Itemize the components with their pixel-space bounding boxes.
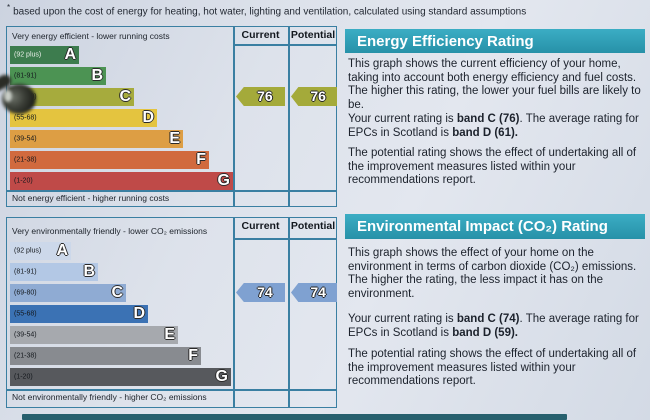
keyring-highlight: [4, 90, 12, 102]
band-g-bar: (1-20) G: [10, 368, 231, 386]
header-underline: [233, 44, 336, 46]
band-e-range: (39-54): [14, 135, 37, 143]
band-a-bar: (92 plus) A: [10, 46, 79, 64]
band-e-bar: (39-54) E: [10, 130, 183, 148]
band-b-bar: (81-91) B: [10, 67, 106, 85]
band-c-bar: (69-80) C: [10, 284, 126, 302]
chart-top-label: Very energy efficient - lower running co…: [12, 31, 170, 41]
column-divider: [288, 218, 290, 407]
band-b-range: (81-91): [14, 268, 37, 276]
band-e-letter: E: [164, 326, 175, 343]
footnote-text: based upon the cost of energy for heatin…: [13, 6, 527, 18]
band-f-bar: (21-38) F: [10, 347, 201, 365]
energy-panel-paragraph-1: This graph shows the current efficiency …: [348, 58, 641, 111]
band-d-letter: D: [133, 305, 145, 322]
potential-rating-arrow: 74: [291, 283, 337, 302]
potential-rating-arrow: 76: [291, 87, 337, 106]
band-g-range: (1-20): [14, 373, 33, 381]
band-a-letter: A: [64, 46, 76, 63]
energy-efficiency-chart: Current Potential Very energy efficient …: [6, 26, 337, 207]
chart-top-label: Very environmentally friendly - lower CO…: [12, 226, 208, 236]
band-d-bar: (55-68) D: [10, 305, 148, 323]
potential-rating-value: 74: [310, 284, 326, 300]
current-rating-arrow: 74: [236, 283, 285, 302]
environmental-impact-chart: Current Potential Very environmentally f…: [6, 217, 337, 408]
band-a-letter: A: [56, 242, 68, 259]
chart-bottom-label: Not environmentally friendly - higher CO…: [12, 392, 207, 402]
current-column-header: Current: [241, 220, 280, 232]
potential-column-header: Potential: [290, 29, 336, 41]
current-band-text: band C (74): [456, 313, 520, 325]
current-band-text: band C (76): [456, 113, 520, 125]
header-underline: [233, 238, 336, 240]
band-f-bar: (21-38) F: [10, 151, 209, 169]
band-f-range: (21-38): [14, 156, 37, 164]
band-d-letter: D: [142, 109, 154, 126]
co2-panel-paragraph-1: This graph shows the effect of your home…: [348, 247, 637, 300]
potential-rating-value: 76: [310, 88, 326, 104]
next-section-edge: [22, 414, 567, 420]
average-band-text: band D (61).: [452, 126, 518, 139]
current-rating-value: 76: [257, 88, 273, 104]
footer-divider: [7, 389, 336, 391]
band-f-letter: F: [196, 151, 206, 168]
band-c-letter: C: [111, 284, 123, 301]
band-a-bar: (92 plus) A: [10, 242, 71, 260]
energy-panel-paragraph-2: Your current rating is band C (76). The …: [348, 113, 639, 139]
co2-panel-paragraph-3: The potential rating shows the effect of…: [348, 348, 637, 387]
chart-bottom-label: Not energy efficient - higher running co…: [12, 193, 170, 203]
band-d-range: (55-68): [14, 310, 37, 318]
band-b-letter: B: [91, 67, 103, 84]
band-a-range: (92 plus): [14, 247, 42, 255]
footnote-asterisk: *: [7, 3, 11, 12]
potential-column-header: Potential: [290, 220, 336, 232]
band-b-range: (81-91): [14, 72, 37, 80]
band-c-range: (69-80): [14, 289, 37, 297]
co2-panel-title: Environmental Impact (CO₂) Rating: [345, 214, 645, 239]
current-rating-arrow: 76: [236, 87, 285, 106]
band-g-letter: G: [215, 368, 228, 385]
band-d-bar: (55-68) D: [10, 109, 157, 127]
column-divider: [288, 27, 290, 206]
band-f-range: (21-38): [14, 352, 37, 360]
current-rating-value: 74: [257, 284, 273, 300]
footnote: * based upon the cost of energy for heati…: [7, 3, 643, 17]
band-a-range: (92 plus): [14, 51, 42, 59]
current-column-header: Current: [241, 29, 280, 41]
band-g-range: (1-20): [14, 177, 33, 185]
energy-panel-paragraph-3: The potential rating shows the effect of…: [348, 147, 637, 186]
band-e-bar: (39-54) E: [10, 326, 178, 344]
co2-panel-paragraph-2: Your current rating is band C (74). The …: [348, 313, 639, 339]
band-c-letter: C: [119, 88, 131, 105]
band-g-letter: G: [217, 172, 230, 189]
average-band-text: band D (59).: [452, 326, 518, 339]
band-d-range: (55-68): [14, 114, 37, 122]
energy-panel-title: Energy Efficiency Rating: [345, 29, 645, 53]
column-divider: [233, 218, 235, 407]
keyring-photo-artifact: [0, 72, 52, 120]
band-b-letter: B: [83, 263, 95, 280]
band-b-bar: (81-91) B: [10, 263, 98, 281]
band-g-bar: (1-20) G: [10, 172, 233, 190]
band-e-range: (39-54): [14, 331, 37, 339]
band-e-letter: E: [169, 130, 180, 147]
column-divider: [233, 27, 235, 206]
band-f-letter: F: [188, 347, 198, 364]
footer-divider: [7, 190, 336, 192]
